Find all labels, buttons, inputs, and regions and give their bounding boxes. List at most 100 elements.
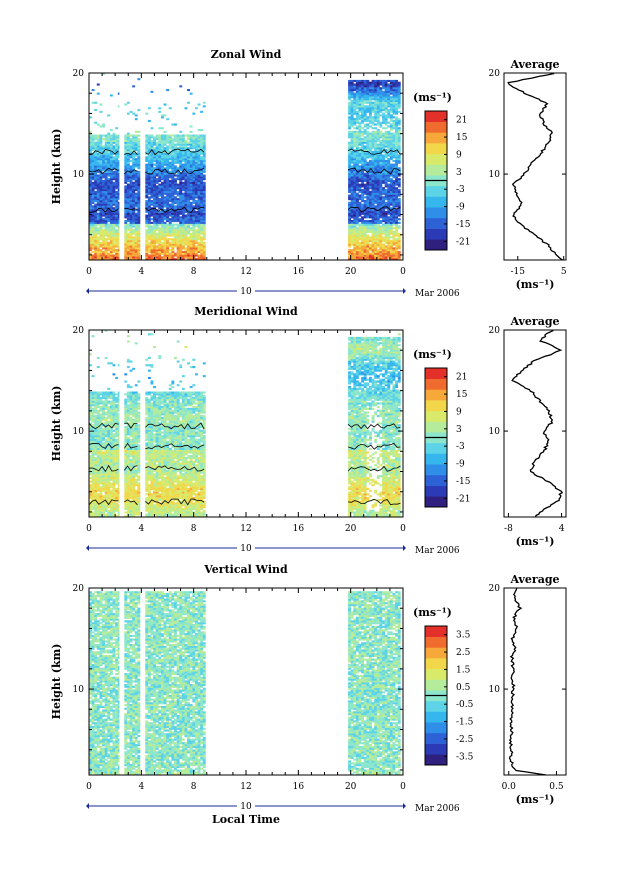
colorbar-swatch xyxy=(425,485,447,497)
colorbar-swatch xyxy=(425,132,447,144)
colorbar-tick-label: -15 xyxy=(456,477,471,487)
x-tick-label: 8 xyxy=(191,782,197,792)
colorbar-tick-label: -9 xyxy=(456,203,465,213)
colorbar: 21 15 9 3 -3 -9 -15 -21 (ms⁻¹) xyxy=(413,348,471,508)
colorbar-swatch xyxy=(425,679,447,691)
contour-line xyxy=(124,422,138,429)
x-axis-label: Local Time xyxy=(212,813,280,826)
colorbar-swatch xyxy=(425,754,447,766)
profile-x-label: (ms⁻¹) xyxy=(516,793,555,806)
heatmap-cells xyxy=(89,73,401,261)
colorbar-swatch xyxy=(425,496,447,508)
profile-title: Average xyxy=(509,58,559,71)
panel-title: Meridional Wind xyxy=(194,305,298,318)
colorbar-tick-label: -15 xyxy=(456,220,471,230)
colorbar-swatch xyxy=(425,207,447,219)
contour-line xyxy=(145,168,205,175)
colorbar-swatch xyxy=(425,626,447,637)
profile-line xyxy=(511,329,564,518)
day-bar-arrow-left xyxy=(86,288,89,294)
colorbar-swatch xyxy=(425,400,447,412)
contour-line xyxy=(123,465,138,472)
colorbar-tick-label: -0.5 xyxy=(456,700,474,710)
colorbar-swatch xyxy=(425,743,447,755)
colorbar-label: (ms⁻¹) xyxy=(413,91,452,104)
contour-line xyxy=(347,167,401,175)
profile-line xyxy=(507,72,564,261)
contour-line xyxy=(145,422,205,430)
contour-line xyxy=(88,148,119,156)
contour-line xyxy=(348,498,401,506)
day-bar-arrow-right xyxy=(403,545,406,551)
x-tick-label: 4 xyxy=(138,267,144,277)
y-axis-label: Height (km) xyxy=(50,386,63,462)
contour-line xyxy=(145,498,205,506)
profile-title: Average xyxy=(509,573,559,586)
y-tick-label: 20 xyxy=(73,326,85,336)
profile-y-tick-label: 10 xyxy=(489,685,501,695)
colorbar-tick-label: 21 xyxy=(456,116,467,126)
colorbar-tick-label: 1.5 xyxy=(456,665,471,675)
colorbar-tick-label: 15 xyxy=(456,390,468,400)
colorbar-swatch xyxy=(425,121,447,133)
contour-line xyxy=(88,167,119,175)
colorbar-tick-label: 9 xyxy=(456,407,462,417)
colorbar-tick-label: 2.5 xyxy=(456,648,471,658)
heatmap-cells xyxy=(89,330,401,518)
colorbar-tick-label: -2.5 xyxy=(456,735,474,745)
x-tick-label: 12 xyxy=(240,782,251,792)
profile-x-tick-label: 0.5 xyxy=(549,782,564,792)
panel-2: Vertical Wind 10 20 0 4 8 12 16 20 0 Height (km) 10… xyxy=(50,563,567,814)
day-label-bg xyxy=(237,801,255,811)
colorbar-label: (ms⁻¹) xyxy=(413,606,452,619)
x-tick-label: 0 xyxy=(400,782,406,792)
colorbar-swatch xyxy=(425,636,447,648)
colorbar-swatch xyxy=(425,196,447,208)
y-axis-label: Height (km) xyxy=(50,644,63,720)
colorbar-swatch xyxy=(425,368,447,379)
contour-line xyxy=(88,464,119,473)
day-bar-arrow-left xyxy=(86,545,89,551)
profile-frame xyxy=(503,587,567,776)
day-bar-arrow-right xyxy=(403,803,406,809)
x-tick-label: 20 xyxy=(345,524,357,534)
contour-line xyxy=(124,499,138,506)
x-tick-label: 16 xyxy=(293,782,305,792)
day-label: 10 xyxy=(240,287,252,297)
colorbar-swatch xyxy=(425,474,447,486)
x-tick-label: 4 xyxy=(138,524,144,534)
colorbar-swatch xyxy=(425,700,447,712)
profile-x-tick-label: 0.0 xyxy=(502,782,517,792)
colorbar-tick-label: 0.5 xyxy=(456,683,471,693)
colorbar: 21 15 9 3 -3 -9 -15 -21 (ms⁻¹) xyxy=(413,91,471,251)
profile-y-tick-label: 10 xyxy=(489,427,501,437)
colorbar-swatch xyxy=(425,153,447,165)
y-tick-label: 10 xyxy=(73,170,85,180)
contour-line xyxy=(347,423,401,430)
colorbar-tick-label: 3 xyxy=(456,168,462,178)
day-bar-arrow-left xyxy=(86,803,89,809)
colorbar-swatch xyxy=(425,228,447,240)
date-label: Mar 2006 xyxy=(415,804,460,814)
panel-1: Meridional Wind 10 20 0 4 8 12 16 20 0 Height (km)… xyxy=(50,305,567,556)
heatmap-cells xyxy=(89,591,401,776)
colorbar-swatch xyxy=(425,378,447,390)
date-label: Mar 2006 xyxy=(415,289,460,299)
colorbar-swatch xyxy=(425,442,447,454)
day-label: 10 xyxy=(240,544,252,554)
colorbar-swatch xyxy=(425,647,447,659)
profile-panel: Average 10 20 0.0 0.5(ms⁻¹) xyxy=(489,573,567,806)
panel-title: Zonal Wind xyxy=(211,48,282,61)
y-tick-label: 20 xyxy=(73,584,85,594)
colorbar-swatch xyxy=(425,111,447,122)
colorbar-tick-label: 3 xyxy=(456,425,462,435)
colorbar-swatch xyxy=(425,421,447,433)
contour-line xyxy=(124,169,138,175)
x-tick-label: 12 xyxy=(240,267,251,277)
colorbar-label: (ms⁻¹) xyxy=(413,348,452,361)
colorbar-swatch xyxy=(425,389,447,401)
profile-y-tick-label: 10 xyxy=(489,170,501,180)
y-tick-label: 20 xyxy=(73,69,85,79)
colorbar-tick-label: 3.5 xyxy=(456,631,471,641)
